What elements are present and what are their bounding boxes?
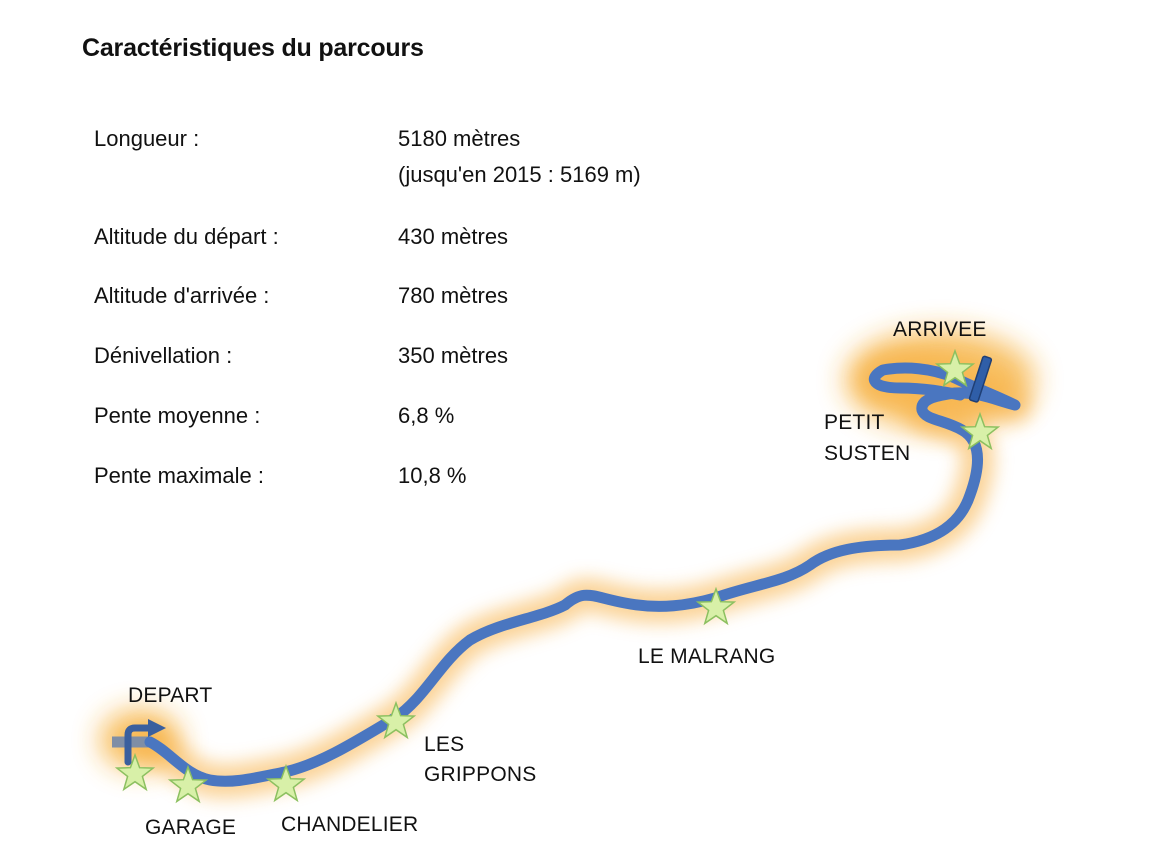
label-petit-susten-line1: PETIT: [824, 411, 885, 434]
spec-label: Longueur :: [94, 126, 200, 151]
label-chandelier: CHANDELIER: [281, 813, 419, 836]
spec-label: Pente maximale :: [94, 463, 264, 488]
spec-value: 430 mètres: [398, 224, 509, 249]
spec-value-note: (jusqu'en 2015 : 5169 m): [398, 162, 641, 187]
marker-garage-star-icon: [167, 764, 209, 804]
spec-label: Altitude d'arrivée :: [94, 283, 270, 308]
label-les-grippons-line1: LES: [424, 733, 465, 756]
marker-depart-star-icon: [114, 752, 156, 792]
marker-chandelier-star-icon: [265, 763, 307, 803]
label-le-malrang: LE MALRANG: [638, 645, 776, 668]
marker-arrivee-star-icon: [934, 348, 976, 388]
label-petit-susten-line2: SUSTEN: [824, 442, 911, 465]
spec-label: Altitude du départ :: [94, 224, 279, 249]
marker-les-grippons-star-icon: [375, 700, 417, 740]
finish-line-icon: [968, 355, 993, 403]
spec-value: 5180 mètres: [398, 126, 521, 151]
page-title: Caractéristiques du parcours: [82, 34, 424, 62]
label-garage: GARAGE: [145, 816, 237, 839]
marker-petit-susten-star-icon: [959, 411, 1001, 451]
spec-label: Pente moyenne :: [94, 403, 261, 428]
depart-arrow-icon: [124, 719, 166, 766]
spec-value: 350 mètres: [398, 343, 509, 368]
spec-value: 6,8 %: [398, 403, 455, 428]
label-les-grippons-line2: GRIPPONS: [424, 763, 537, 786]
spec-value: 10,8 %: [398, 463, 467, 488]
label-arrivee: ARRIVEE: [893, 318, 987, 341]
marker-le-malrang-star-icon: [695, 586, 737, 626]
route-line: [144, 362, 1021, 787]
route-glow: [133, 351, 1032, 799]
spec-label: Dénivellation :: [94, 343, 233, 368]
spec-value: 780 mètres: [398, 283, 509, 308]
label-depart: DEPART: [128, 684, 213, 707]
